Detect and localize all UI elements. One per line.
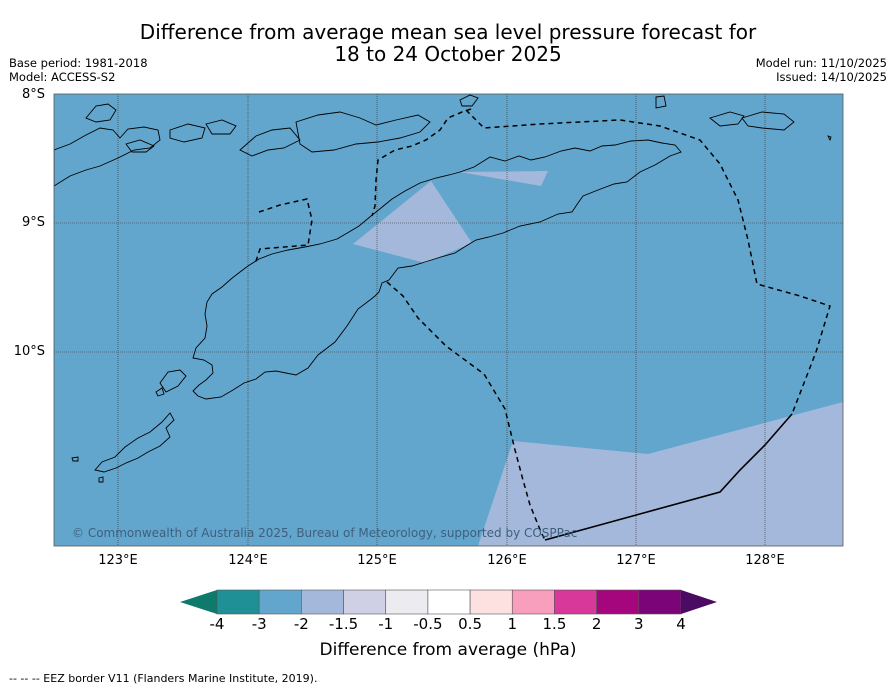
colorbar-box — [258, 589, 302, 615]
colorbar-extend-left — [180, 590, 217, 614]
colorbar-tick-label: -4 — [209, 615, 225, 633]
colorbar-box — [596, 589, 640, 615]
title-line-1: Difference from average mean sea level p… — [139, 20, 757, 44]
lat-label-8s: 8°S — [21, 87, 45, 102]
gridlines — [54, 94, 843, 546]
colorbar-tick-label: 1.5 — [542, 615, 567, 633]
colorbar-tick-label: -3 — [251, 615, 267, 633]
colorbar-boxes — [216, 589, 682, 615]
anomaly-patch-north — [353, 181, 472, 263]
lon-label-125e: 125°E — [357, 553, 397, 568]
coastlines — [54, 94, 832, 483]
colorbar-box — [554, 589, 597, 615]
colorbar-box — [427, 589, 471, 615]
colorbar — [180, 589, 717, 615]
lon-label-124e: 124°E — [228, 553, 268, 568]
colorbar-extend-right — [681, 590, 717, 614]
map-frame — [53, 93, 844, 547]
model-name: Model: ACCESS-S2 — [9, 70, 116, 84]
lat-label-10s: 10°S — [13, 344, 45, 359]
colorbar-box — [469, 589, 513, 615]
colorbar-tick-label: -1 — [378, 615, 394, 633]
colorbar-box — [301, 589, 344, 615]
colorbar-tick-label: -2 — [293, 615, 309, 633]
colorbar-box — [638, 589, 682, 615]
lon-label-126e: 126°E — [487, 553, 527, 568]
colorbar-box — [385, 589, 429, 615]
lon-label-128e: 128°E — [745, 553, 785, 568]
colorbar-tick-label: 4 — [676, 615, 686, 633]
eez-footnote: -- -- -- EEZ border V11 (Flanders Marine… — [9, 672, 318, 685]
colorbar-tick-label: -0.5 — [413, 615, 443, 633]
lon-label-127e: 127°E — [616, 553, 656, 568]
issued-date: Issued: 14/10/2025 — [776, 70, 887, 84]
colorbar-label: Difference from average (hPa) — [319, 640, 577, 660]
title-line-2: 18 to 24 October 2025 — [334, 42, 562, 66]
eez-border — [254, 108, 831, 541]
colorbar-box — [343, 589, 387, 615]
colorbar-tick-label: 3 — [634, 615, 644, 633]
colorbar-tick-label: 1 — [507, 615, 518, 633]
colorbar-tick-label: 2 — [591, 615, 602, 633]
maritime-boundary — [544, 413, 793, 541]
anomaly-patch-south — [478, 402, 843, 546]
colorbar-box — [216, 589, 260, 615]
copyright-notice: © Commonwealth of Australia 2025, Bureau… — [72, 526, 578, 540]
lat-label-9s: 9°S — [21, 215, 45, 230]
lon-label-123e: 123°E — [98, 553, 138, 568]
colorbar-box — [511, 589, 555, 615]
base-period: Base period: 1981-2018 — [9, 56, 148, 70]
model-run: Model run: 11/10/2025 — [755, 56, 887, 70]
colorbar-tick-label: -1.5 — [328, 615, 359, 633]
colorbar-tick-label: 0.5 — [458, 615, 482, 633]
anomaly-patch-timor — [460, 171, 548, 186]
